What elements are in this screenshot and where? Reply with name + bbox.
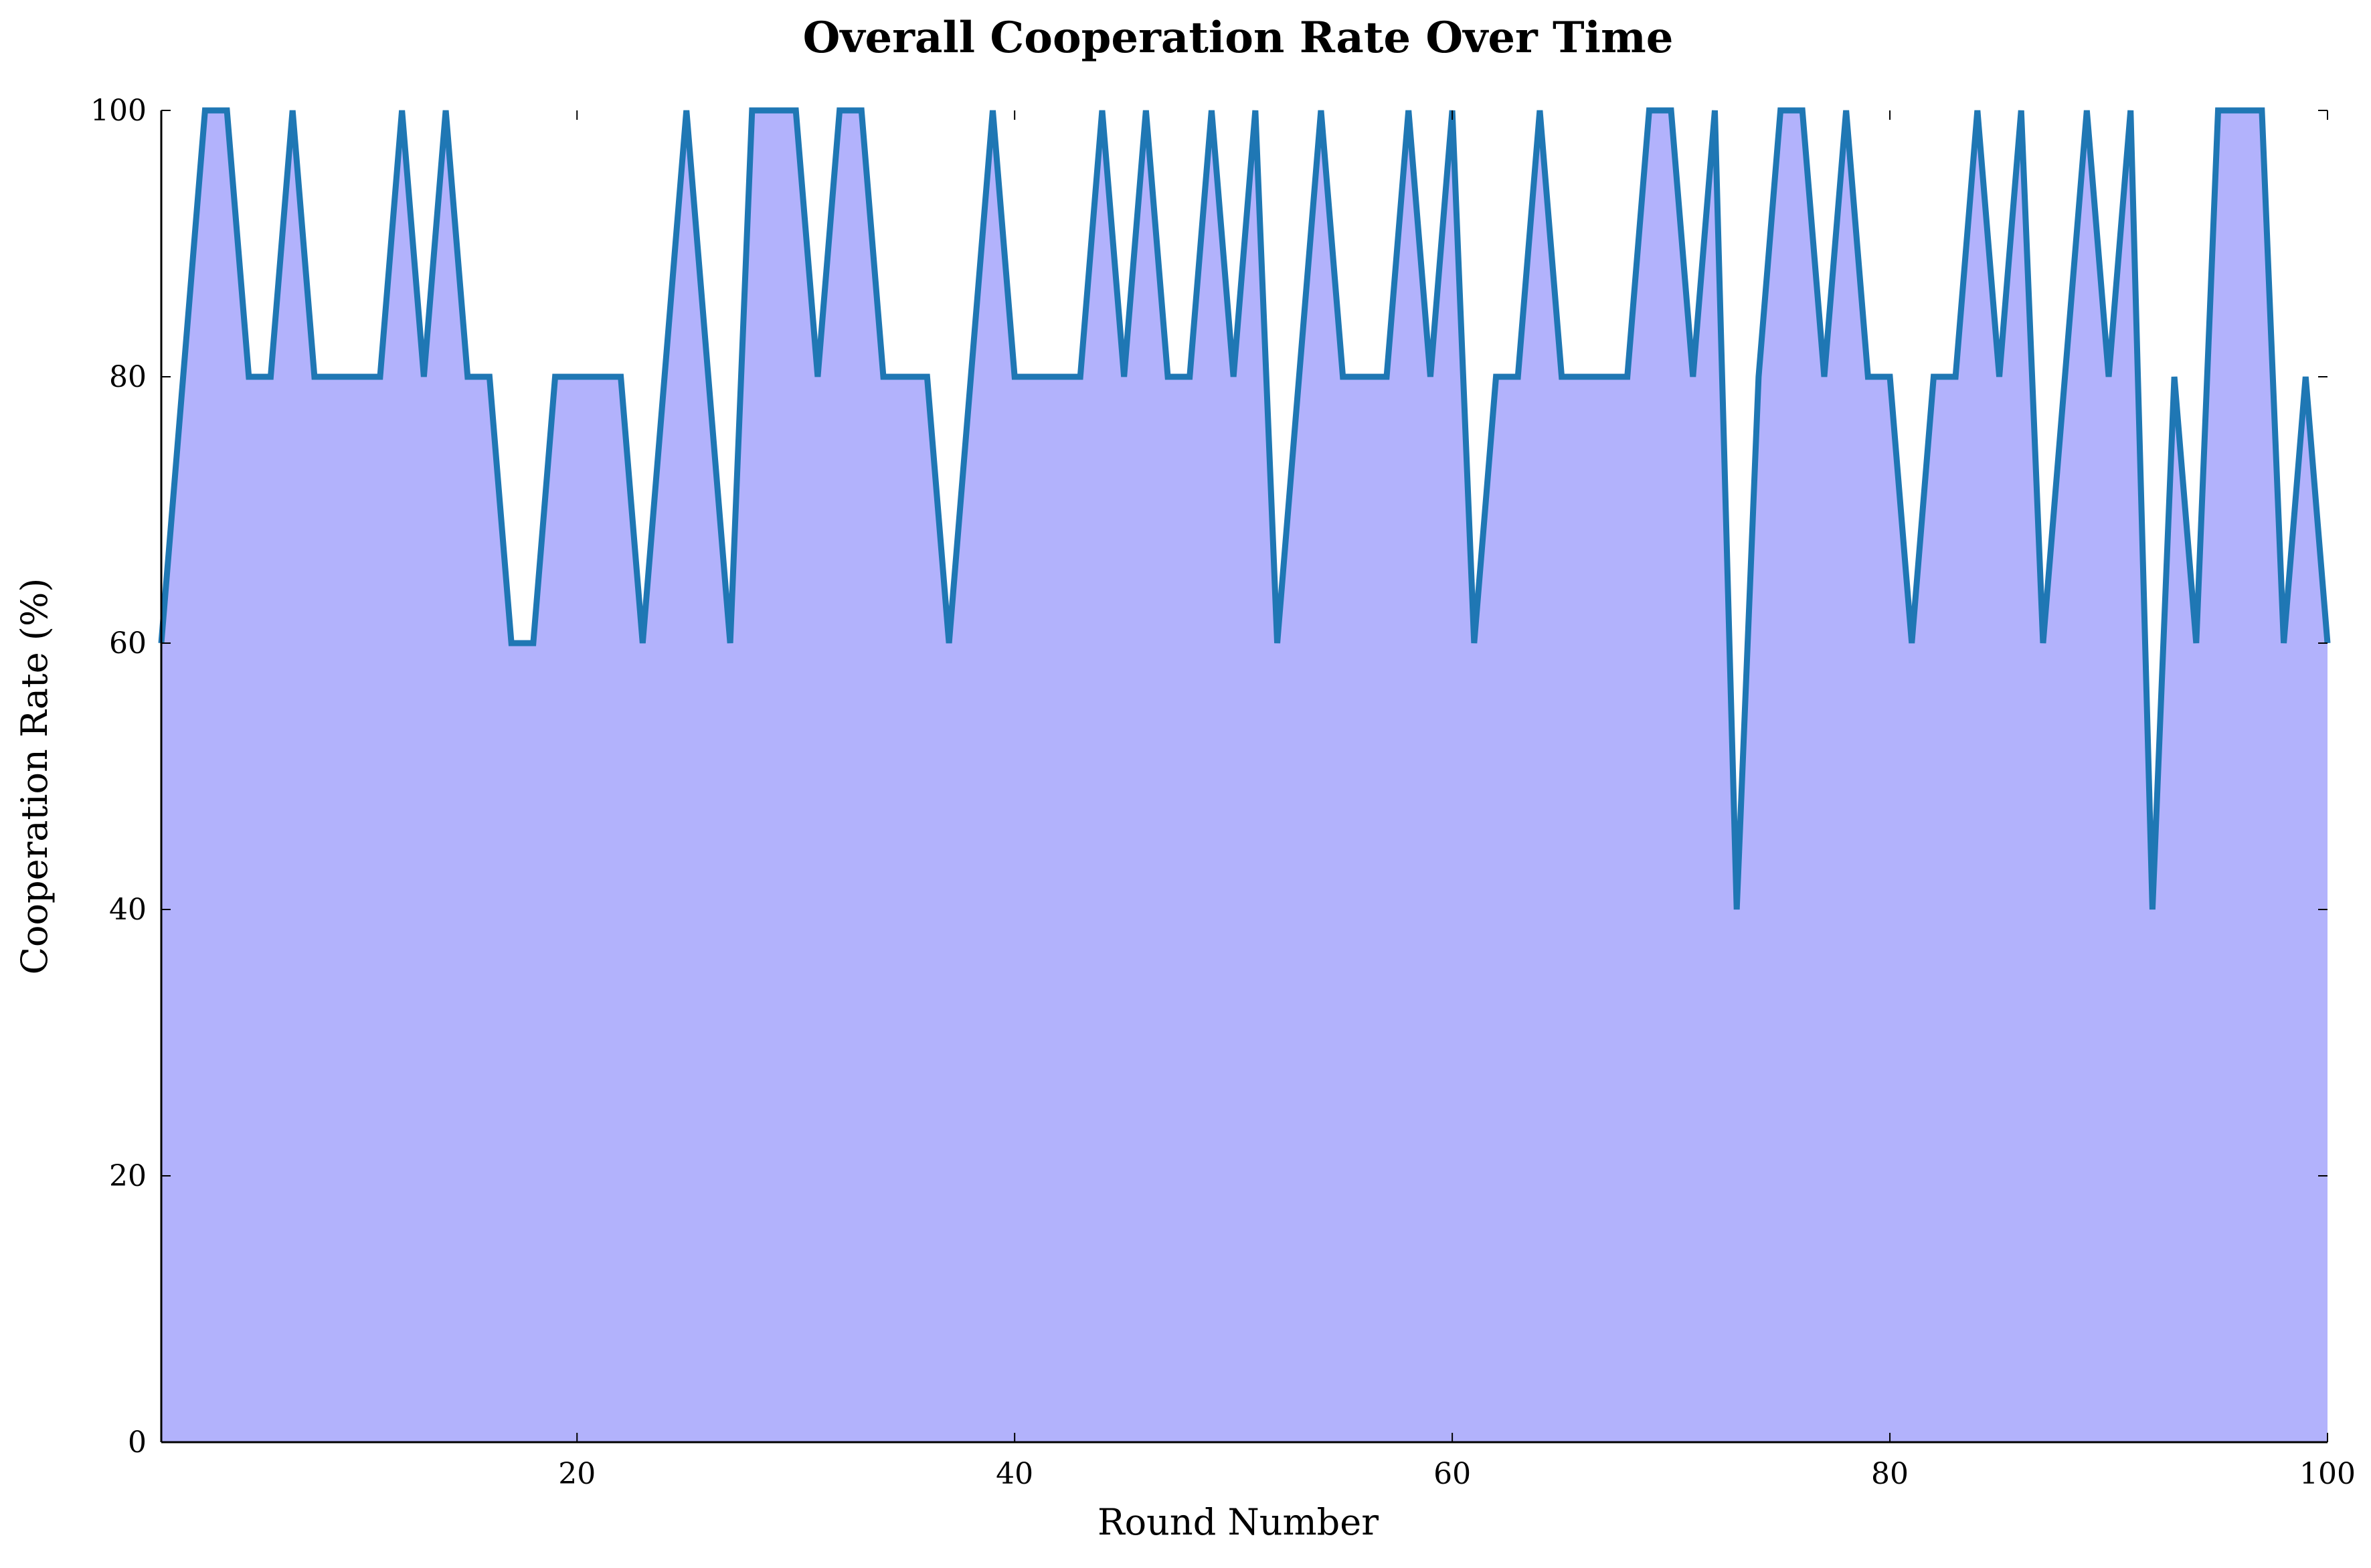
y-axis-label: Cooperation Rate (%) [13, 578, 56, 975]
series-area-fill [161, 110, 2328, 1442]
y-tick-label: 40 [109, 893, 147, 927]
x-axis-label: Round Number [1097, 1501, 1379, 1543]
plot-area: 20 40 60 80 100 0 20 40 60 80 100 [90, 94, 2356, 1491]
x-tick-label: 20 [558, 1457, 596, 1491]
x-tick-label: 40 [996, 1457, 1033, 1491]
x-tick-label: 80 [1871, 1457, 1909, 1491]
y-tick-label: 80 [109, 360, 147, 394]
y-tick-label: 60 [109, 626, 147, 661]
y-tick-label: 100 [90, 94, 147, 128]
y-tick-label: 20 [109, 1159, 147, 1193]
y-tick-label: 0 [128, 1425, 147, 1460]
x-tick-label: 100 [2299, 1457, 2356, 1491]
x-tick-label: 60 [1433, 1457, 1471, 1491]
series-line [158, 107, 2331, 910]
chart-title: Overall Cooperation Rate Over Time [803, 13, 1674, 63]
